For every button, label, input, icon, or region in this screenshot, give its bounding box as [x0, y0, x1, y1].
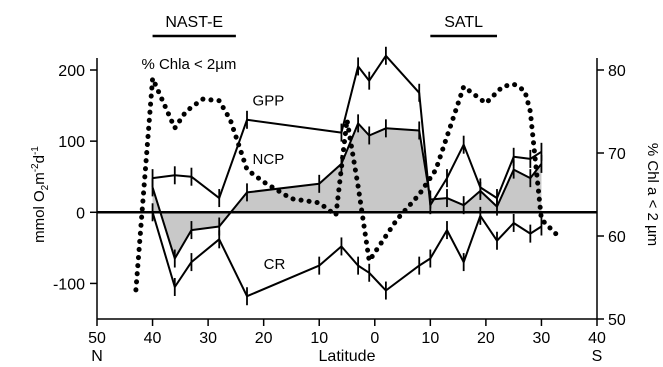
series-line--chla-2-m: [133, 75, 561, 293]
right-axis-label: % Chl a < 2 µm: [644, 143, 661, 246]
province-label: SATL: [444, 14, 483, 31]
ncp-fill: [152, 123, 542, 259]
south-label: S: [592, 348, 603, 365]
y-left-tick-label: 0: [76, 205, 85, 222]
x-tick-label: 30: [199, 330, 217, 347]
ncp-shaded-area: [152, 123, 542, 259]
x-tick-label: 40: [588, 330, 606, 347]
ylabel-left-sup: -1: [30, 146, 41, 155]
province-bars: NAST-E SATL: [152, 14, 497, 38]
x-tick-label: 20: [255, 330, 273, 347]
ylabel-left-part: d: [31, 155, 48, 163]
y-right-tick-label: 70: [608, 146, 626, 163]
province-label: NAST-E: [165, 14, 223, 31]
x-tick-label: 10: [310, 330, 328, 347]
y-left-tick-label: 200: [58, 63, 85, 80]
y-right-tick-label: 80: [608, 63, 626, 80]
x-tick-label: 10: [421, 330, 439, 347]
x-tick-label: 0: [370, 330, 379, 347]
ylabel-left-sub: 2: [40, 184, 51, 190]
left-axis-label: mmol O2m-2d-1: [30, 146, 51, 243]
y-left-tick-label: 100: [58, 134, 85, 151]
y-right-tick-label: 60: [608, 229, 626, 246]
x-tick-label: 50: [88, 330, 106, 347]
series-line-gpp: [152, 54, 542, 207]
x-axis-label: Latitude: [319, 348, 376, 365]
y-right-tick-label: 50: [608, 312, 626, 329]
cr-label: CR: [264, 256, 286, 273]
north-label: N: [91, 348, 103, 365]
ylabel-left-part: mmol O: [31, 190, 48, 243]
chla-label: % Chla < 2µm: [141, 56, 236, 73]
axes: [96, 58, 598, 320]
y-left-tick-label: -100: [53, 276, 85, 293]
series: [133, 46, 561, 306]
x-tick-label: 40: [144, 330, 162, 347]
ylabel-left-part: m: [31, 172, 48, 185]
x-tick-label: 20: [477, 330, 495, 347]
gpp-label: GPP: [253, 93, 285, 110]
ylabel-left-sup: -2: [30, 163, 41, 172]
x-tick-label: 30: [533, 330, 551, 347]
ncp-label: NCP: [253, 151, 285, 168]
